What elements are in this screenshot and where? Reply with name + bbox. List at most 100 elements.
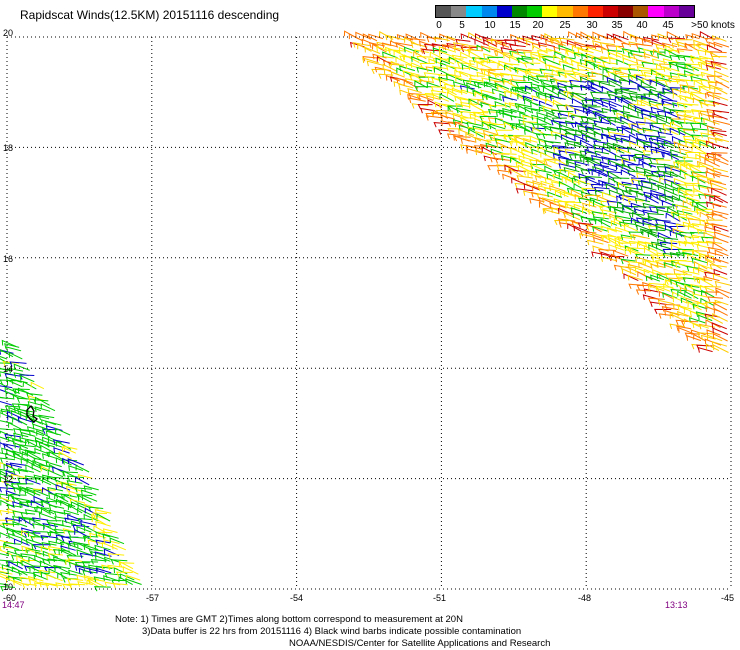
wind-barb xyxy=(8,351,23,360)
wind-barb xyxy=(30,381,45,390)
wind-barb xyxy=(95,531,111,538)
wind-barb xyxy=(673,212,688,221)
wind-barb xyxy=(469,102,484,112)
wind-barb xyxy=(617,96,632,102)
wind-barb xyxy=(102,528,118,534)
wind-barb xyxy=(593,236,609,244)
wind-barb xyxy=(62,457,78,467)
wind-barb xyxy=(677,290,692,299)
wind-barb xyxy=(33,399,49,405)
wind-barb xyxy=(623,30,638,40)
wind-barb xyxy=(488,76,504,82)
wind-barb xyxy=(41,436,58,444)
wind-barb xyxy=(511,124,527,131)
wind-barb xyxy=(579,150,596,156)
wind-barb xyxy=(362,57,379,64)
wind-barb xyxy=(45,430,62,437)
wind-barb xyxy=(614,74,630,83)
wind-barb xyxy=(58,451,72,460)
wind-barb xyxy=(452,42,469,48)
wind-barb xyxy=(480,45,498,52)
wind-barb xyxy=(670,121,685,130)
wind-barb xyxy=(698,263,714,270)
wind-barb xyxy=(670,153,686,160)
wind-barb xyxy=(435,57,451,65)
wind-barb xyxy=(602,165,617,172)
wind-barb xyxy=(685,140,702,150)
wind-barb xyxy=(644,241,660,248)
colorbar-swatch xyxy=(496,6,512,17)
wind-barb xyxy=(443,83,461,90)
wind-barb xyxy=(588,200,604,209)
wind-barb xyxy=(86,579,101,588)
wind-barb xyxy=(621,163,636,172)
wind-barb xyxy=(19,374,35,380)
wind-barb xyxy=(0,575,9,580)
wind-barb xyxy=(47,469,64,478)
wind-barb xyxy=(546,111,562,120)
wind-barb xyxy=(675,281,693,288)
wind-barb xyxy=(514,67,531,73)
wind-barb xyxy=(706,201,722,208)
wind-barb xyxy=(460,102,478,108)
wind-barb xyxy=(93,576,111,583)
wind-barb xyxy=(645,174,664,180)
wind-barb xyxy=(522,120,539,127)
wind-barb xyxy=(16,482,34,489)
wind-barb xyxy=(615,256,630,263)
wind-barb xyxy=(699,102,716,109)
wind-barb xyxy=(439,33,455,42)
wind-barb xyxy=(673,177,688,185)
wind-barb xyxy=(623,273,639,282)
wind-barb xyxy=(669,230,686,238)
wind-barb xyxy=(403,79,419,89)
wind-barb xyxy=(698,112,714,118)
wind-barb xyxy=(578,75,596,81)
wind-barb xyxy=(637,180,653,186)
wind-barb xyxy=(30,499,45,508)
wind-barb xyxy=(502,52,520,60)
wind-barb xyxy=(494,100,511,108)
wind-barb xyxy=(704,37,720,44)
wind-barb xyxy=(24,509,43,515)
wind-barb xyxy=(444,44,461,52)
wind-barb xyxy=(683,55,699,62)
wind-barb xyxy=(68,536,87,542)
colorbar-label: 20 xyxy=(532,20,544,31)
wind-barb xyxy=(525,142,541,150)
wind-barb xyxy=(651,34,667,41)
wind-barb xyxy=(29,578,44,586)
wind-barb xyxy=(570,122,589,129)
wind-barb xyxy=(408,92,426,99)
wind-barb xyxy=(620,159,636,165)
wind-barb xyxy=(587,219,604,225)
wind-barb xyxy=(538,197,554,204)
wind-barb xyxy=(77,581,93,587)
wind-barb xyxy=(469,113,485,120)
wind-barb xyxy=(582,207,596,216)
wind-barb xyxy=(665,212,681,222)
wind-barb xyxy=(608,189,625,197)
wind-barb xyxy=(624,186,643,192)
wind-barb xyxy=(571,220,588,227)
wind-barb xyxy=(579,76,594,83)
wind-barb xyxy=(637,84,653,93)
wind-barb xyxy=(489,123,506,130)
wind-barb xyxy=(543,125,560,132)
wind-barb xyxy=(455,38,471,45)
wind-barb xyxy=(690,241,707,248)
wind-barb xyxy=(477,99,492,106)
wind-barb xyxy=(588,106,603,113)
wind-barb xyxy=(536,117,552,126)
wind-barb xyxy=(553,46,569,53)
lat-label-10: 10 xyxy=(3,582,13,592)
wind-barb xyxy=(699,284,715,292)
wind-barb xyxy=(675,204,692,210)
wind-barb xyxy=(711,55,727,62)
wind-barb xyxy=(20,411,35,419)
lon-label-54: -54 xyxy=(290,593,303,603)
wind-barb xyxy=(407,87,422,94)
wind-barb xyxy=(576,32,590,41)
wind-barb xyxy=(585,231,602,239)
wind-barb xyxy=(509,56,525,65)
